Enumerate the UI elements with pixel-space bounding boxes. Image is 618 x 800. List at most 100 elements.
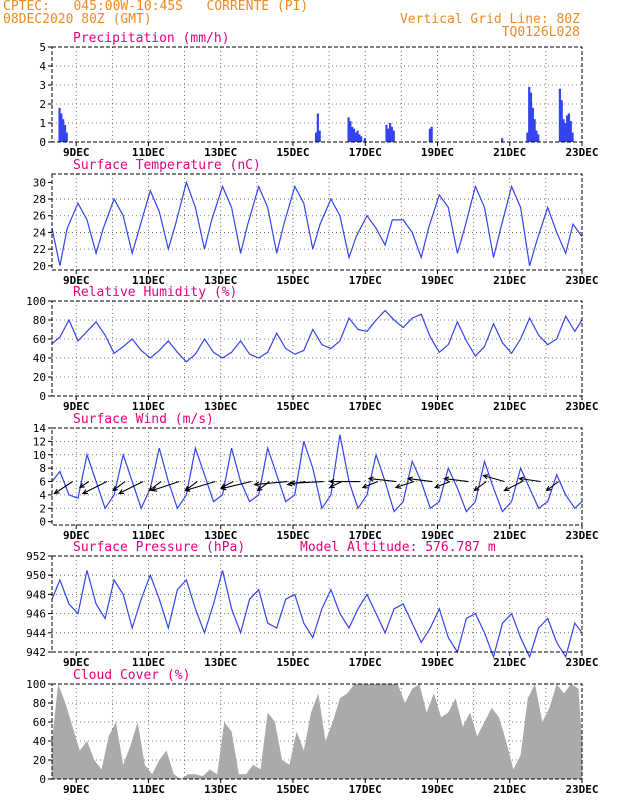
precip-bar <box>347 117 350 142</box>
wind-vector-head <box>367 476 374 482</box>
precip-bar <box>314 132 318 142</box>
rh-ytick-label: 60 <box>33 333 46 346</box>
wind-xtick-label: 19DEC <box>421 529 454 542</box>
wind-vector <box>483 474 505 483</box>
cloud-xtick-label: 11DEC <box>132 783 165 796</box>
cloud-ytick-label: 100 <box>26 678 46 691</box>
precip-xtick-label: 15DEC <box>276 146 309 159</box>
precip-xtick-label: 19DEC <box>421 146 454 159</box>
cloud-xtick-label: 19DEC <box>421 783 454 796</box>
rh-ytick-label: 20 <box>33 371 46 384</box>
cloud-xtick-label: 15DEC <box>276 783 309 796</box>
precip-bar <box>558 88 562 142</box>
rh-line <box>51 309 583 363</box>
precip-bar <box>354 132 357 142</box>
cloud-ytick-label: 20 <box>33 754 46 767</box>
wind-vector <box>185 480 216 492</box>
precip-xtick-label: 21DEC <box>493 146 526 159</box>
precip-bar <box>63 124 67 142</box>
precip-bar <box>318 130 321 142</box>
wind-vector <box>519 477 541 483</box>
wind-xtick-label: 21DEC <box>493 529 526 542</box>
pressure-ytick-label: 948 <box>26 588 46 601</box>
precip-bar <box>562 119 565 142</box>
precip-ytick-label: 4 <box>39 60 46 73</box>
precip-bar <box>385 124 388 142</box>
pressure-annotation: Model Altitude: 576.787 m <box>300 540 496 555</box>
cloud-ytick-label: 0 <box>39 773 46 786</box>
wind-vector <box>434 481 451 489</box>
wind-vector-head <box>433 483 441 489</box>
rh-frame <box>51 300 583 397</box>
wind-vector <box>112 481 126 491</box>
wind-vector <box>151 480 180 492</box>
temp-ytick-label: 20 <box>33 260 46 273</box>
precip-bar <box>430 126 433 142</box>
precip-bar <box>566 115 569 142</box>
precip-xtick-label: 23DEC <box>565 146 598 159</box>
wind-ytick-label: 14 <box>33 422 47 435</box>
precip-bar <box>358 134 361 142</box>
pressure-ytick-label: 944 <box>26 627 46 640</box>
precip-bar <box>569 121 572 142</box>
wind-ytick-label: 6 <box>39 476 46 489</box>
wind-vector <box>118 481 144 495</box>
wind-vector <box>82 481 108 495</box>
precip-xtick-label: 17DEC <box>349 146 382 159</box>
precip-ytick-label: 5 <box>39 41 46 54</box>
precip-bar <box>571 132 574 142</box>
wind-vector <box>504 481 523 492</box>
wind-vector-head <box>78 482 85 489</box>
precip-bar <box>356 130 359 142</box>
wind-xtick-label: 15DEC <box>276 529 309 542</box>
precip-xtick-label: 11DEC <box>132 146 165 159</box>
cloud-xtick-label: 17DEC <box>349 783 382 796</box>
header-date: 08DEC2020 80Z (GMT) <box>3 12 152 27</box>
wind-vector <box>407 477 433 483</box>
rh-xtick-label: 21DEC <box>493 400 526 413</box>
temp-line <box>51 180 583 266</box>
wind-vector-head <box>473 485 480 492</box>
temp-ytick-label: 30 <box>33 176 46 189</box>
precip-bar <box>387 128 390 142</box>
wind-vector <box>54 481 73 494</box>
wind-vector <box>254 480 288 486</box>
wind-vector-head <box>328 483 335 489</box>
temp-xtick-label: 11DEC <box>132 274 165 287</box>
rh-ytick-label: 80 <box>33 314 46 327</box>
rh-xtick-label: 23DEC <box>565 400 598 413</box>
precip-bar <box>392 130 395 142</box>
wind-frame <box>51 427 583 526</box>
rh-xtick-label: 15DEC <box>276 400 309 413</box>
precip-bar <box>528 86 531 142</box>
precip-ytick-label: 0 <box>39 136 46 149</box>
precip-bar <box>349 121 352 142</box>
wind-vector <box>473 481 487 491</box>
precip-bar <box>390 126 394 142</box>
rh-xtick-label: 11DEC <box>132 400 165 413</box>
cloud-ytick-label: 80 <box>33 697 46 710</box>
pressure-xtick-label: 11DEC <box>132 656 165 669</box>
precip-bar <box>62 119 65 142</box>
wind-line <box>51 434 583 513</box>
precip-bar <box>560 100 563 142</box>
temp-ytick-label: 28 <box>33 193 46 206</box>
pressure-xtick-label: 21DEC <box>493 656 526 669</box>
wind-ytick-label: 4 <box>39 489 46 502</box>
rh-ytick-label: 40 <box>33 352 46 365</box>
wind-xtick-label: 13DEC <box>204 529 237 542</box>
wind-vector-head <box>361 483 368 489</box>
temp-ytick-label: 26 <box>33 210 46 223</box>
header-station: CPTEC: 045:00W-10:45S CORRENTE (PI) <box>3 0 309 14</box>
temp-ytick-label: 24 <box>33 226 47 239</box>
temp-xtick-label: 9DEC <box>63 274 90 287</box>
header-grid-line: Vertical Grid Line: 80Z <box>399 12 580 27</box>
precip-bar <box>533 119 536 142</box>
wind-vector-head <box>81 489 88 495</box>
precip-bar <box>60 113 63 142</box>
wind-xtick-label: 17DEC <box>349 529 382 542</box>
wind-vector-head <box>150 486 158 492</box>
precip-ytick-label: 2 <box>39 98 46 111</box>
precip-bar <box>389 123 392 142</box>
